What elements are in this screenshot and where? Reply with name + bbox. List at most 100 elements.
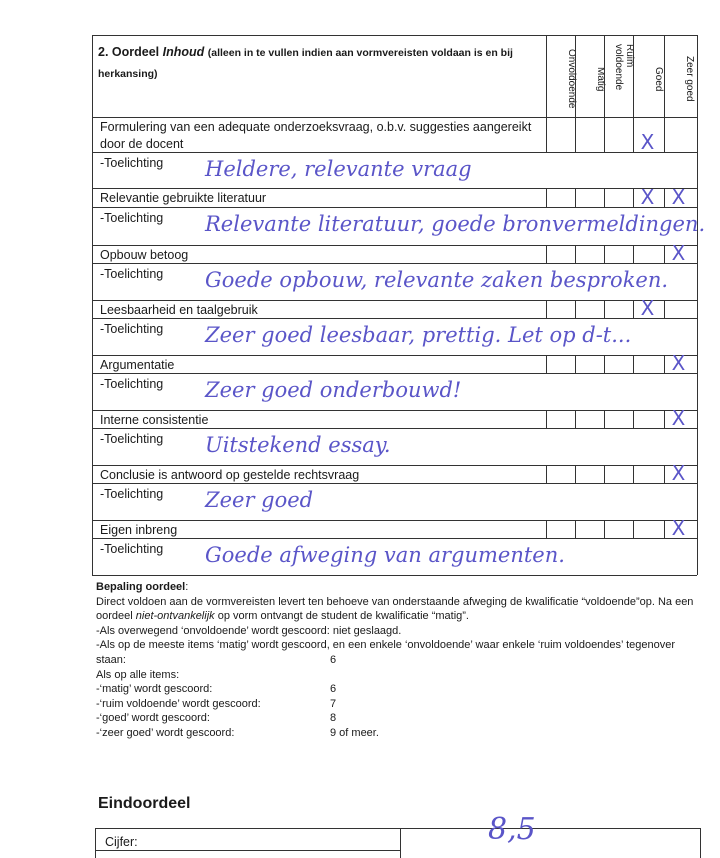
section-subtitle: (alleen in te vullen indien aan vormvere…	[98, 47, 513, 80]
table-line	[546, 188, 547, 207]
cijfer-label: Cijfer:	[105, 835, 138, 849]
scale-row: -‘goed’ wordt gescoord: 8	[96, 711, 706, 726]
criterion-label: Leesbaarheid en taalgebruik	[100, 303, 258, 317]
table-line	[604, 245, 605, 263]
table-line	[575, 245, 576, 263]
table-line	[664, 117, 665, 152]
table-line	[575, 355, 576, 373]
rule-line: Als op alle items:	[96, 668, 180, 681]
criterion-label: Relevantie gebruikte literatuur	[100, 191, 267, 205]
scale-row: -‘matig’ wordt gescoord: 6	[96, 682, 706, 697]
table-line	[92, 520, 697, 521]
scale-value: 7	[330, 697, 337, 710]
table-line	[92, 35, 697, 36]
table-line	[633, 520, 634, 538]
checkmark-zeer-goed: X	[671, 241, 686, 265]
criterion-label: Argumentatie	[100, 358, 175, 372]
table-line	[92, 245, 697, 246]
checkmark-zeer-goed: X	[671, 406, 686, 430]
table-line	[664, 520, 665, 538]
scale-value: 8	[330, 712, 337, 725]
toelichting-label: -Toelichting	[100, 377, 164, 391]
rule-line: -Als op de meeste items ‘matig’ wordt ge…	[96, 639, 676, 652]
table-line	[92, 465, 697, 466]
table-line	[575, 188, 576, 207]
table-line	[92, 355, 697, 356]
table-line	[92, 188, 697, 189]
handwritten-note: Goede opbouw, relevante zaken besproken.	[205, 268, 669, 292]
cijfer-value: 8,5	[488, 812, 536, 847]
table-line	[664, 245, 665, 263]
table-line	[604, 465, 605, 483]
table-line	[92, 428, 697, 429]
table-line	[664, 188, 665, 207]
checkmark-goed: X	[640, 296, 655, 320]
table-line	[92, 575, 697, 576]
criterion-label: Opbouw betoog	[100, 248, 189, 262]
checkmark-zeer-goed: X	[671, 516, 686, 540]
table-line	[604, 520, 605, 538]
eindoordeel-title: Eindoordeel	[98, 795, 191, 812]
table-line	[633, 117, 634, 152]
handwritten-note: Goede afweging van argumenten.	[205, 543, 565, 567]
section-number: 2. Oordeel	[98, 45, 163, 59]
checkmark-goed: X	[640, 185, 655, 209]
handwritten-note: Relevante literatuur, goede bronvermeldi…	[205, 212, 706, 236]
table-line	[604, 35, 605, 117]
bepaling-title: Bepaling oordeel	[96, 581, 186, 593]
table-line	[575, 35, 576, 117]
criterion-label: Conclusie is antwoord op gestelde rechts…	[100, 468, 360, 482]
table-line	[546, 520, 547, 538]
criterion-label: Eigen inbreng	[100, 523, 178, 537]
handwritten-note: Zeer goed leesbaar, prettig. Let op d-t.…	[205, 323, 632, 347]
table-line	[575, 465, 576, 483]
scale-label: -‘matig’ wordt gescoord:	[96, 683, 213, 696]
criterion-label: Formulering van een adequate onderzoeksv…	[100, 120, 532, 151]
rule-line: staan: 6	[96, 653, 337, 666]
checkmark-zeer-goed: X	[671, 185, 686, 209]
table-line	[604, 410, 605, 428]
table-line	[92, 538, 697, 539]
scale-label: -‘zeer goed’ wordt gescoord:	[96, 726, 235, 739]
toelichting-label: -Toelichting	[100, 156, 164, 170]
table-line	[633, 465, 634, 483]
table-line	[92, 152, 697, 153]
table-line	[546, 410, 547, 428]
scale-value: 9 of meer.	[330, 726, 379, 739]
table-line	[633, 410, 634, 428]
table-line	[92, 300, 697, 301]
table-line	[92, 263, 697, 264]
column-header-zeer-goed: Zeer goed	[684, 56, 695, 102]
table-line	[604, 117, 605, 152]
table-line	[664, 35, 665, 117]
column-header-matig: Matig	[595, 66, 606, 92]
rule-line: -Als overwegend ‘onvoldoende’ wordt gesc…	[96, 624, 402, 637]
table-line	[633, 245, 634, 263]
toelichting-label: -Toelichting	[100, 267, 164, 281]
checkmark-goed: X	[640, 130, 655, 154]
table-line	[633, 355, 634, 373]
table-line	[575, 410, 576, 428]
column-header-onvoldoende: Onvoldoende	[566, 49, 577, 109]
table-line	[664, 300, 665, 318]
column-header-goed: Goed	[653, 66, 664, 92]
table-line	[546, 117, 547, 152]
toelichting-label: -Toelichting	[100, 487, 164, 501]
table-line	[546, 300, 547, 318]
table-line	[546, 245, 547, 263]
table-line	[575, 117, 576, 152]
bepaling-oordeel: Bepaling oordeel: Direct voldoen aan de …	[96, 580, 706, 741]
toelichting-label: -Toelichting	[100, 542, 164, 556]
table-line	[664, 465, 665, 483]
table-line	[92, 410, 697, 411]
section-title: Inhoud	[162, 45, 205, 59]
table-line	[664, 410, 665, 428]
criterion-label: Interne consistentie	[100, 413, 209, 427]
table-line	[575, 520, 576, 538]
scale-label: -‘goed’ wordt gescoord:	[96, 712, 210, 725]
table-line	[633, 300, 634, 318]
table-line	[633, 35, 634, 117]
checkmark-zeer-goed: X	[671, 461, 686, 485]
table-line	[604, 300, 605, 318]
table-line	[664, 355, 665, 373]
